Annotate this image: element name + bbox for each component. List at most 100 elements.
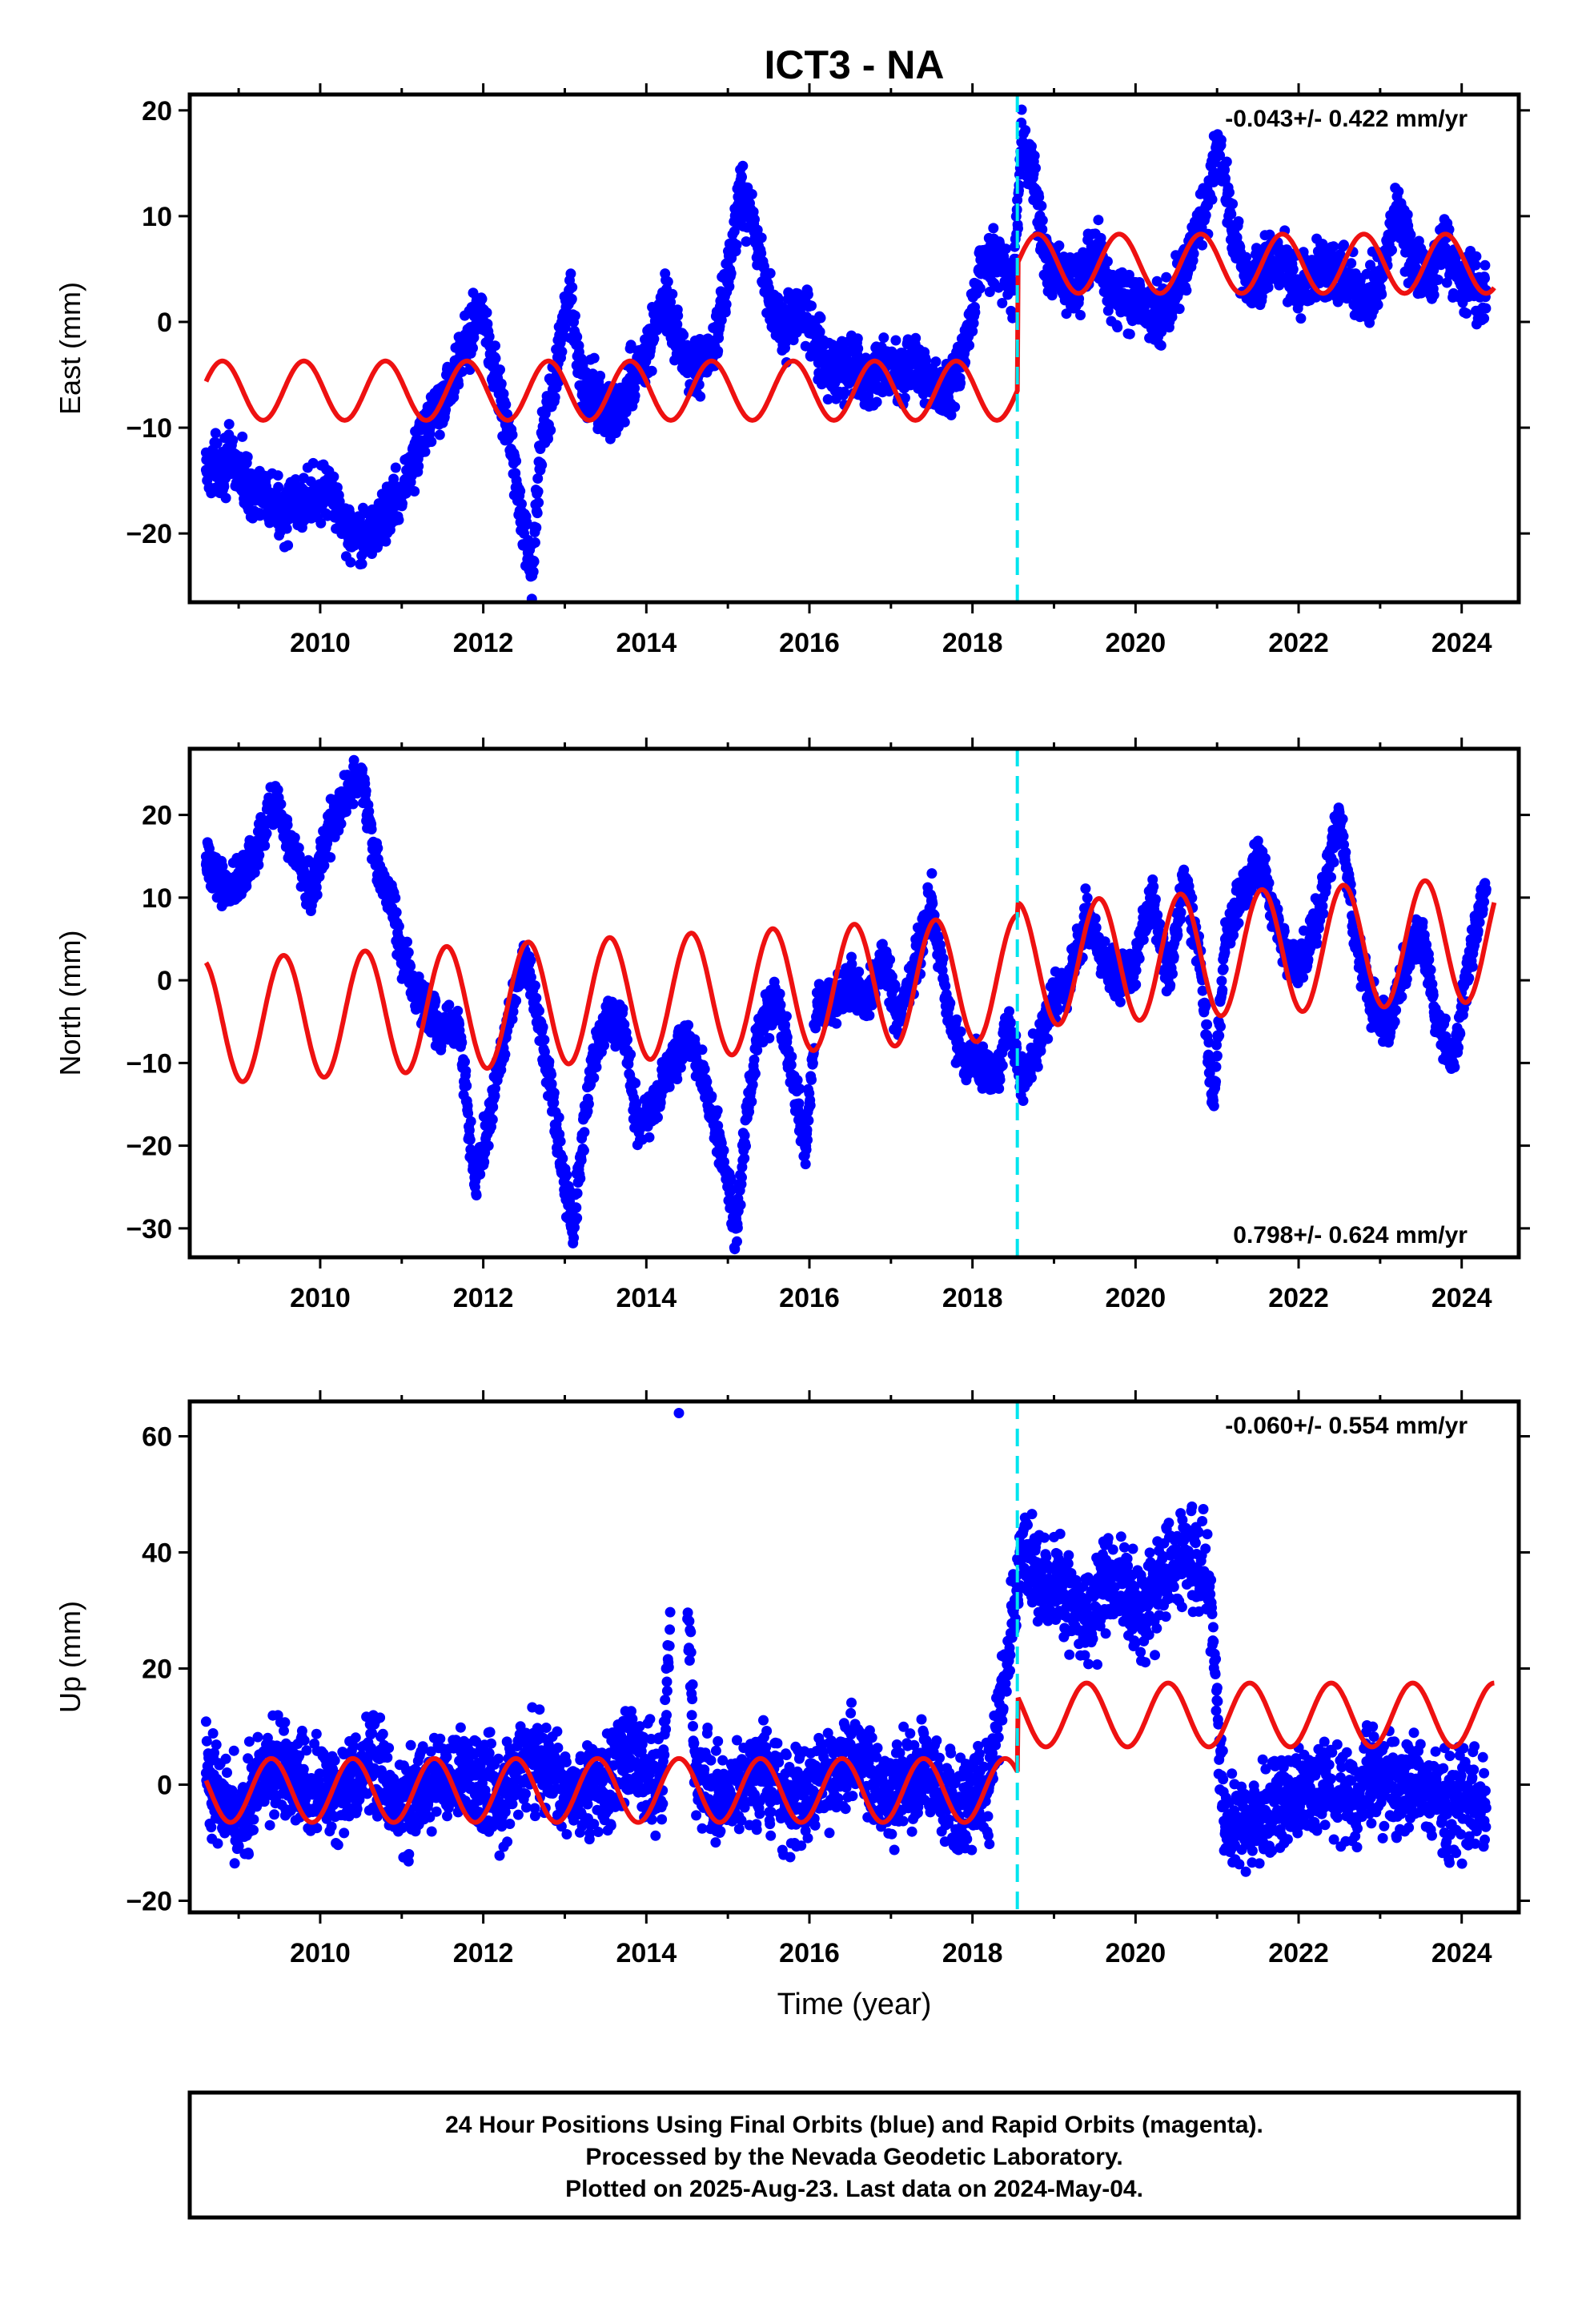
east-data-point: [1277, 253, 1288, 264]
east-data-point: [695, 391, 706, 402]
east-y-tick-label: −10: [126, 413, 172, 444]
east-data-point: [409, 486, 420, 497]
east-data-point: [955, 377, 966, 388]
east-data-point: [779, 327, 790, 338]
east-data-point: [426, 436, 437, 448]
east-data-point: [566, 293, 577, 304]
east-data-point: [535, 444, 546, 454]
east-data-point: [747, 211, 758, 222]
east-data-point: [1028, 168, 1039, 179]
east-data-point: [646, 365, 657, 376]
north-data-point: [539, 1035, 550, 1045]
east-data-point: [722, 274, 733, 285]
north-data-point: [460, 1056, 470, 1068]
east-data-point: [531, 522, 542, 533]
east-data-point: [853, 343, 864, 354]
east-data-point: [1170, 284, 1182, 296]
east-data-point: [572, 332, 583, 343]
east-data-point: [549, 392, 560, 403]
east-data-point: [1124, 328, 1135, 340]
east-data-point: [339, 517, 350, 529]
east-data-point: [1480, 303, 1492, 314]
north-data-point: [487, 1114, 498, 1125]
north-data-point: [622, 1034, 632, 1045]
east-data-point: [486, 348, 497, 360]
east-data-point: [1432, 274, 1443, 285]
north-data-point: [483, 1140, 494, 1152]
north-data-point: [500, 1049, 511, 1060]
east-data-point: [890, 335, 901, 346]
east-data-point: [1293, 284, 1304, 296]
north-data-point: [576, 1155, 587, 1166]
north-data-point: [325, 852, 336, 863]
north-data-point: [347, 798, 359, 810]
east-data-point: [219, 481, 230, 493]
east-data-point: [765, 267, 776, 279]
east-y-tick-label: 10: [142, 202, 172, 232]
east-data-point: [1402, 209, 1413, 220]
north-data-point: [664, 1081, 675, 1092]
north-data-point: [591, 1062, 602, 1072]
east-data-point: [648, 333, 660, 344]
east-data-point: [1122, 296, 1133, 307]
east-data-point: [1407, 253, 1419, 264]
east-data-point: [1054, 240, 1065, 251]
east-data-point: [532, 508, 543, 519]
east-data-point: [528, 556, 540, 567]
north-data-point: [583, 1099, 594, 1110]
east-data-point: [1221, 156, 1232, 167]
north-data-point: [561, 1169, 572, 1180]
east-data-point: [396, 485, 408, 497]
east-data-point: [484, 331, 495, 342]
east-data-point: [1174, 304, 1185, 315]
east-data-point: [379, 507, 391, 518]
east-data-points: [200, 104, 1492, 605]
north-data-point: [452, 1005, 464, 1016]
east-data-point: [1224, 187, 1235, 198]
north-data-point: [261, 828, 272, 839]
east-data-point: [815, 312, 826, 324]
east-data-point: [737, 171, 747, 183]
east-data-point: [930, 356, 942, 368]
east-x-tick-label: 2010: [290, 628, 351, 658]
east-data-point: [1197, 239, 1208, 251]
east-data-point: [273, 481, 284, 493]
east-data-point: [511, 456, 522, 467]
east-x-tick-label: 2012: [453, 628, 514, 658]
east-data-point: [250, 485, 260, 497]
east-data-point: [345, 557, 356, 568]
east-data-point: [974, 283, 986, 294]
north-data-point: [683, 1019, 694, 1031]
east-data-point: [592, 390, 603, 401]
north-data-point: [699, 1063, 710, 1075]
east-x-tick-label: 2016: [779, 628, 840, 658]
east-data-point: [1387, 244, 1397, 255]
east-data-point: [516, 498, 527, 509]
east-x-tick-label: 2018: [942, 628, 1003, 658]
east-data-point: [560, 322, 571, 333]
east-data-point: [515, 485, 526, 497]
east-data-point: [619, 416, 630, 428]
east-data-point: [1112, 322, 1123, 333]
east-panel: 2010 2012 2014 2016 2018 2020 2022 202420100−10…: [54, 83, 1530, 658]
north-data-point: [430, 995, 441, 1007]
north-data-point: [697, 1044, 708, 1055]
east-data-point: [910, 332, 921, 344]
north-data-point: [544, 1056, 555, 1068]
east-data-point: [536, 460, 548, 471]
east-data-point: [331, 482, 343, 493]
east-data-point: [1295, 313, 1307, 324]
east-y-tick-label: 20: [142, 96, 172, 127]
east-data-point: [1326, 263, 1337, 275]
east-data-point: [970, 307, 981, 318]
east-data-point: [1359, 296, 1369, 307]
east-data-point: [706, 348, 717, 360]
east-data-point: [211, 438, 223, 448]
east-data-point: [529, 537, 540, 548]
east-data-point: [290, 474, 301, 485]
east-data-point: [413, 460, 424, 472]
north-panel: 2010 2012 2014 2016 2018 2020 2022 202420100−10…: [54, 738, 1530, 1313]
east-x-tick-label: 2022: [1268, 628, 1329, 658]
east-data-point: [871, 396, 882, 408]
east-data-point: [502, 422, 513, 433]
